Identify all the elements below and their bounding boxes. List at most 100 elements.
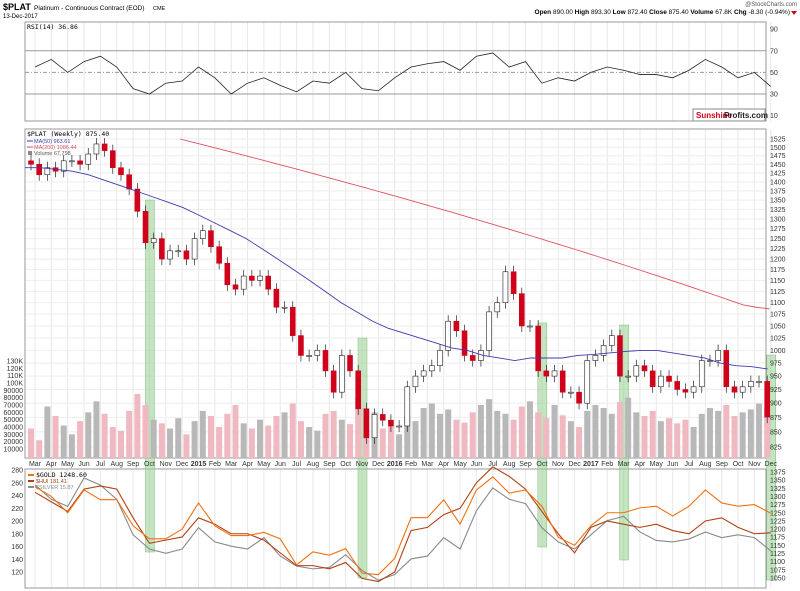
volume-bar: [494, 410, 501, 458]
volume-tick-label: 110K: [7, 373, 23, 380]
candle-body: [658, 375, 664, 388]
candle-body: [330, 370, 337, 393]
x-tick-label: 2015: [191, 461, 207, 468]
left-tick-label: 120: [11, 570, 23, 577]
x-tick-label: May: [61, 461, 75, 468]
symbol: $PLAT: [3, 2, 31, 12]
x-tick-label: Nov: [356, 461, 369, 468]
volume-bar: [396, 434, 403, 458]
ma50-line: [25, 167, 768, 370]
volume-bar: [600, 407, 607, 458]
candle-body: [502, 271, 509, 303]
volume-bar: [306, 427, 313, 458]
volume-bar: [649, 410, 656, 458]
volume-bar: [576, 427, 583, 458]
volume-bar: [207, 416, 214, 458]
highlight-band: [766, 354, 776, 581]
x-tick-label: Mar: [618, 461, 631, 468]
price-tick-label: 850: [770, 429, 782, 436]
volume-bar: [764, 406, 771, 458]
left-tick-label: 160: [11, 544, 23, 551]
x-tick-label: Sep: [715, 461, 728, 468]
candle-body: [347, 355, 353, 372]
x-tick-label: Feb: [209, 461, 221, 468]
volume-bar: [674, 423, 681, 458]
left-tick-label: 280: [11, 468, 23, 475]
candle-body: [682, 389, 689, 393]
candle-body: [379, 414, 386, 421]
candle-body: [592, 355, 599, 361]
volume-bar: [715, 410, 722, 458]
price-tick-label: 1500: [770, 145, 786, 152]
candle-body: [101, 143, 108, 151]
price-tick-label: 1475: [770, 153, 786, 160]
volume-bar: [543, 418, 550, 458]
volume-bar: [510, 419, 517, 458]
right-tick-label: 1100: [770, 559, 785, 566]
price-tick-label: 950: [770, 374, 782, 381]
x-tick-label: Oct: [144, 461, 155, 468]
candle-body: [698, 360, 705, 388]
rsi-layer: [34, 52, 772, 95]
volume-bar: [68, 434, 75, 458]
candle-body: [265, 275, 272, 290]
watermark: @StockCharts.com: [745, 2, 797, 8]
x-tick-label: Nov: [748, 461, 761, 468]
candle-body: [453, 320, 460, 332]
candle-body: [641, 365, 648, 372]
x-tick-label: Jul: [488, 461, 497, 468]
ma50-legend: MA(50) 963.61: [34, 139, 70, 145]
candle-body: [469, 355, 476, 361]
candle-body: [723, 350, 730, 388]
volume-legend-icon: [28, 151, 32, 155]
gridlines: [25, 22, 772, 588]
x-tick-label: Dec: [568, 461, 581, 468]
candle-body: [543, 370, 550, 377]
volume-bar: [747, 409, 754, 458]
volume-bar: [706, 407, 713, 458]
candle-body: [150, 238, 157, 243]
ma200-line: [179, 138, 770, 310]
x-tick-label: Feb: [601, 461, 613, 468]
volume-bar: [36, 440, 43, 458]
silver-line: [34, 477, 772, 581]
x-tick-label: Aug: [699, 461, 712, 468]
x-tick-label: Dec: [765, 461, 778, 468]
volume-bar: [191, 421, 198, 458]
candle-body: [118, 167, 124, 176]
candle-body: [142, 211, 149, 243]
price-tick-label: 1225: [770, 246, 786, 253]
volume-tick-label: 100K: [7, 381, 24, 388]
volume-bar: [453, 419, 460, 458]
candle-body: [28, 160, 34, 165]
svg-text:Profits.com: Profits.com: [724, 111, 768, 120]
volume-bar: [265, 425, 272, 458]
volume-bar: [28, 428, 34, 458]
price-tick-label: 1375: [770, 188, 786, 195]
volume-bar: [633, 412, 640, 458]
volume-bar: [175, 418, 182, 458]
candle-body: [617, 335, 623, 377]
volume-bar: [518, 406, 525, 458]
volume-bar: [281, 412, 288, 458]
price-tick-label: 900: [770, 401, 782, 408]
candle-body: [666, 375, 672, 382]
x-tick-label: Sep: [127, 461, 140, 468]
volume-bar: [93, 401, 100, 458]
x-tick-label: Jun: [78, 461, 89, 468]
x-tick-label: Mar: [29, 461, 42, 468]
candle-body: [715, 350, 721, 361]
candle-body: [633, 365, 640, 377]
candle-body: [445, 320, 451, 351]
candle-body: [764, 381, 771, 418]
volume-bar: [559, 415, 566, 458]
candle-body: [273, 288, 280, 308]
volume-bar: [134, 394, 141, 458]
volume-bar: [109, 427, 116, 458]
candle-body: [461, 330, 468, 356]
rsi-panel: [24, 21, 767, 122]
price-tick-label: 825: [770, 444, 782, 451]
price-tick-label: 875: [770, 415, 782, 422]
volume-bar: [486, 399, 493, 458]
comparison-layer: [34, 466, 772, 583]
